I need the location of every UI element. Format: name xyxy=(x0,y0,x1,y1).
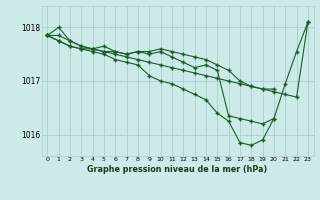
X-axis label: Graphe pression niveau de la mer (hPa): Graphe pression niveau de la mer (hPa) xyxy=(87,165,268,174)
